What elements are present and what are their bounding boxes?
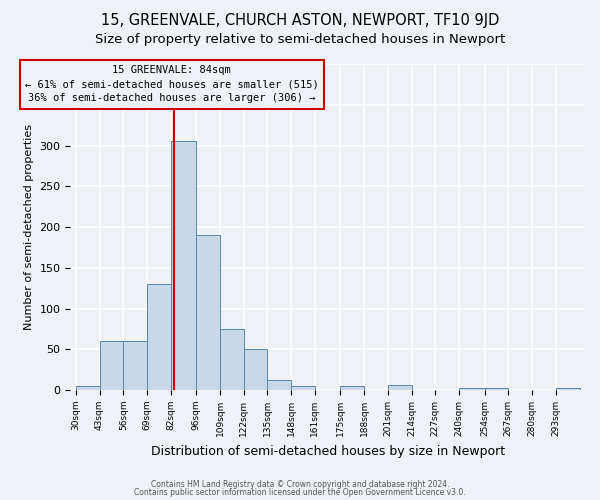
Bar bbox=[268, 380, 291, 390]
Bar bbox=[100, 341, 123, 390]
X-axis label: Distribution of semi-detached houses by size in Newport: Distribution of semi-detached houses by … bbox=[151, 444, 505, 458]
Bar bbox=[76, 386, 100, 390]
Bar bbox=[171, 142, 196, 390]
Bar bbox=[196, 235, 220, 390]
Text: Contains HM Land Registry data © Crown copyright and database right 2024.: Contains HM Land Registry data © Crown c… bbox=[151, 480, 449, 489]
Y-axis label: Number of semi-detached properties: Number of semi-detached properties bbox=[24, 124, 34, 330]
Bar bbox=[291, 386, 315, 390]
Text: 15 GREENVALE: 84sqm
← 61% of semi-detached houses are smaller (515)
36% of semi-: 15 GREENVALE: 84sqm ← 61% of semi-detach… bbox=[25, 66, 319, 104]
Bar bbox=[556, 388, 580, 390]
Bar bbox=[459, 388, 485, 390]
Text: Size of property relative to semi-detached houses in Newport: Size of property relative to semi-detach… bbox=[95, 32, 505, 46]
Text: 15, GREENVALE, CHURCH ASTON, NEWPORT, TF10 9JD: 15, GREENVALE, CHURCH ASTON, NEWPORT, TF… bbox=[101, 12, 499, 28]
Bar bbox=[244, 350, 268, 390]
Bar bbox=[123, 341, 147, 390]
Bar bbox=[485, 388, 508, 390]
Bar bbox=[220, 329, 244, 390]
Text: Contains public sector information licensed under the Open Government Licence v3: Contains public sector information licen… bbox=[134, 488, 466, 497]
Bar bbox=[147, 284, 171, 390]
Bar bbox=[340, 386, 364, 390]
Bar bbox=[388, 385, 412, 390]
